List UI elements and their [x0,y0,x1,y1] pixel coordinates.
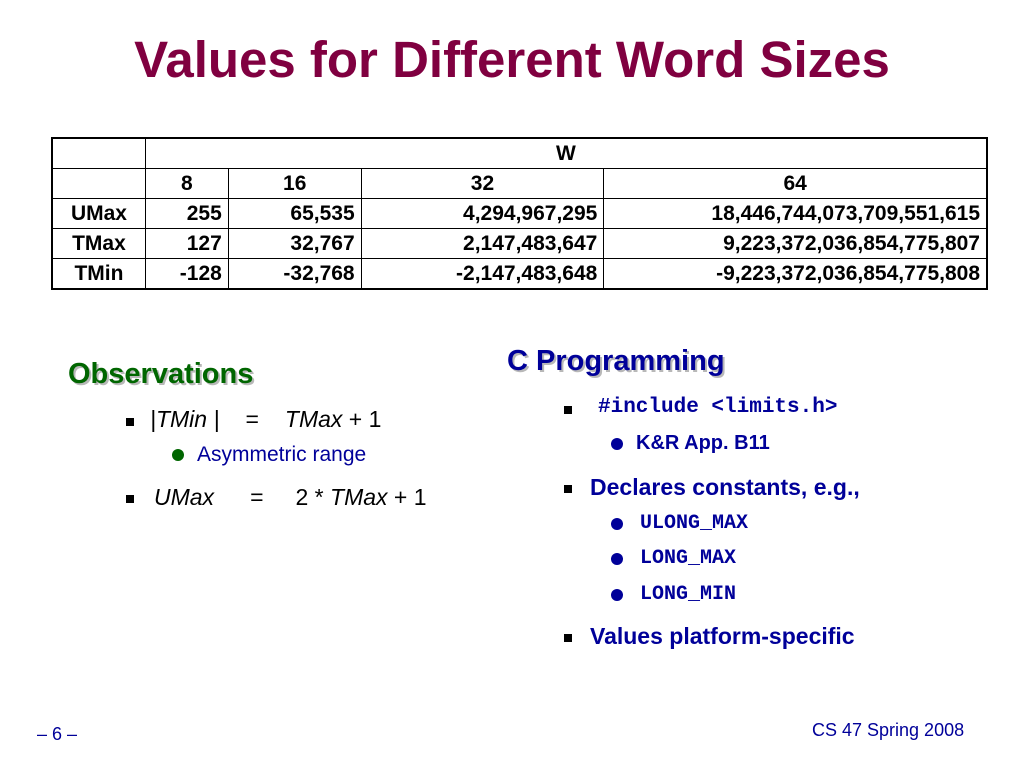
constant-ulong-max: ULONG_MAX [640,512,749,535]
table-cell: -2,147,483,648 [360,258,605,290]
formula-rhs-head: 2 * [295,484,331,510]
table-cell: 32,767 [227,228,362,259]
table-width-header: 64 [603,168,988,199]
page-number: – 6 – [37,724,78,744]
square-bullet-icon [126,418,134,426]
table-cell: 127 [144,228,229,259]
square-bullet-icon [126,495,134,503]
table-width-row: 8 16 32 64 [51,168,988,199]
dot-bullet-icon [611,589,623,601]
table-cell: -128 [144,258,229,290]
asymmetric-range-note: Asymmetric range [197,443,367,466]
observation-umax-formula: UMax = 2 * TMax + 1 [154,484,427,511]
table-cell: -9,223,372,036,854,775,808 [603,258,988,290]
include-directive: #include <limits.h> [598,396,838,419]
table-cell: 18,446,744,073,709,551,615 [603,198,988,229]
c-programming-heading: C Programming [507,345,725,377]
formula-lhs: UMax [154,484,215,510]
square-bullet-icon [564,406,572,414]
dot-bullet-icon [611,518,623,530]
formula-rhs-tail: + 1 [342,406,382,432]
table-width-header: 16 [227,168,362,199]
table-cell: 65,535 [227,198,362,229]
course-footer: CS 47 Spring 2008 [812,720,965,740]
row-label: UMax [51,198,146,229]
dot-bullet-icon [172,449,184,461]
formula-equals: = [250,484,264,510]
table-corner-cell [51,168,146,199]
table-width-header: 32 [360,168,605,199]
constant-long-max: LONG_MAX [640,547,737,570]
table-corner-cell [51,137,146,169]
table-row: UMax 255 65,535 4,294,967,295 18,446,744… [51,198,988,229]
constant-long-min: LONG_MIN [640,583,737,606]
row-label: TMin [51,258,146,290]
dot-bullet-icon [611,438,623,450]
formula-rhs-var: TMax [284,406,343,432]
table-cell: 255 [144,198,229,229]
table-cell: -32,768 [227,258,362,290]
table-width-header: 8 [144,168,229,199]
row-label: TMax [51,228,146,259]
table-cell: 2,147,483,647 [360,228,605,259]
observation-tmin-formula: |TMin | = TMax + 1 [150,406,381,433]
word-size-table: W 8 16 32 64 UMax 255 65,535 4,294,967,2… [51,137,988,290]
platform-specific-text: Values platform-specific [590,623,855,649]
observations-heading: Observations [68,358,254,390]
table-group-header: W [144,137,988,169]
table-row: TMin -128 -32,768 -2,147,483,648 -9,223,… [51,258,988,290]
formula-rhs-tail: + 1 [387,484,427,510]
slide-title: Values for Different Word Sizes [134,31,890,88]
table-cell: 9,223,372,036,854,775,807 [603,228,988,259]
formula-rhs-var: TMax [330,484,388,510]
kr-reference: K&R App. B11 [636,432,770,454]
table-row: TMax 127 32,767 2,147,483,647 9,223,372,… [51,228,988,259]
formula-lhs: |TMin | [150,406,220,432]
square-bullet-icon [564,634,572,642]
table-header-row: W [51,137,988,169]
formula-equals: = [245,406,259,432]
table-cell: 4,294,967,295 [360,198,605,229]
declares-constants-text: Declares constants, e.g., [590,474,860,500]
square-bullet-icon [564,485,572,493]
dot-bullet-icon [611,553,623,565]
